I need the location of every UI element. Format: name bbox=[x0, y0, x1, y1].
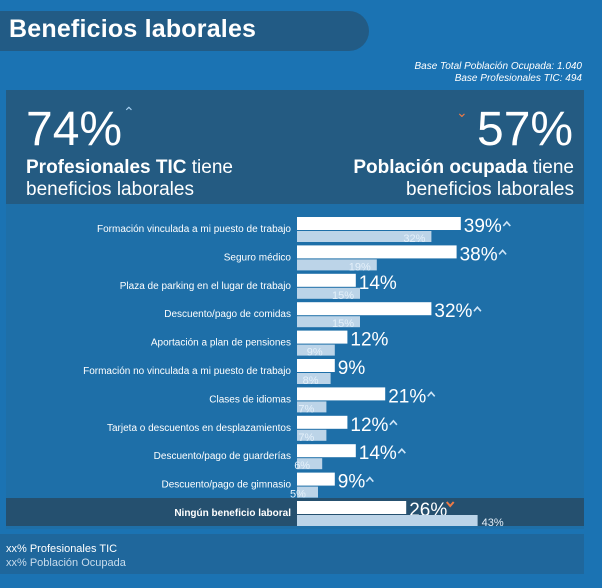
category-label: Tarjeta o descuentos en desplazamientos bbox=[107, 423, 291, 434]
chevron-up-icon bbox=[502, 220, 511, 227]
value-label-population: 8% bbox=[303, 375, 319, 387]
value-label-population: 7% bbox=[298, 432, 314, 444]
population-statement-bold: Población ocupada bbox=[353, 157, 528, 178]
value-label-tic: 38% bbox=[460, 244, 498, 265]
bar-population bbox=[297, 231, 432, 242]
value-label-tic: 14% bbox=[359, 443, 397, 464]
bar-population bbox=[297, 316, 360, 328]
chevron-up-icon bbox=[427, 391, 436, 397]
page-title: Beneficios laborales bbox=[9, 15, 257, 43]
value-label-population: 32% bbox=[403, 233, 425, 245]
bar-tic bbox=[297, 501, 407, 514]
value-label-tic: 9% bbox=[338, 358, 366, 379]
tic-statement-line2: beneficios laborales bbox=[26, 179, 194, 200]
category-label: Clases de idiomas bbox=[209, 394, 291, 405]
bar-tic bbox=[297, 387, 386, 401]
legend-box bbox=[0, 534, 584, 574]
chart-area bbox=[6, 204, 584, 529]
tic-percentage: 74% bbox=[26, 103, 123, 156]
base-note-total: Base Total Población Ocupada: 1.040 bbox=[414, 61, 582, 72]
legend-secondary: xx% Población Ocupada bbox=[6, 557, 126, 569]
bar-population bbox=[297, 344, 335, 356]
bar-population bbox=[297, 486, 318, 498]
category-label: Descuento/pago de guarderías bbox=[154, 451, 291, 462]
chevron-up-icon bbox=[389, 419, 398, 426]
tic-statement: Profesionales TIC tiene beneficios labor… bbox=[26, 157, 233, 201]
chevron-down-icon: ⌄ bbox=[456, 104, 468, 120]
population-percentage: 57% bbox=[477, 103, 574, 156]
value-label-tic: 21% bbox=[388, 386, 426, 407]
value-label-tic: 12% bbox=[350, 330, 388, 351]
bar-tic bbox=[297, 359, 335, 372]
chevron-up-icon bbox=[365, 476, 374, 483]
tic-statement-bold: Profesionales TIC bbox=[26, 157, 187, 178]
header-pill bbox=[0, 11, 369, 51]
value-label-tic: 12% bbox=[350, 415, 388, 436]
value-label-population: 15% bbox=[332, 290, 354, 302]
bar-tic bbox=[297, 330, 348, 344]
legend-primary: xx% Profesionales TIC bbox=[6, 543, 118, 555]
chevron-up-icon bbox=[397, 447, 406, 454]
base-note-tic: Base Profesionales TIC: 494 bbox=[454, 73, 582, 84]
value-label-population: 43% bbox=[482, 517, 504, 529]
bar-population bbox=[297, 373, 331, 384]
value-label-population: 15% bbox=[332, 318, 354, 330]
bar-tic bbox=[297, 302, 432, 316]
value-label-tic: 14% bbox=[359, 273, 397, 294]
category-label: Ningún beneficio laboral bbox=[174, 508, 291, 519]
bar-tic bbox=[297, 415, 348, 429]
bar-tic bbox=[297, 273, 356, 287]
value-label-population: 7% bbox=[298, 403, 314, 415]
bar-population bbox=[297, 259, 377, 271]
bar-population bbox=[297, 458, 323, 470]
category-label: Formación vinculada a mi puesto de traba… bbox=[97, 224, 291, 235]
population-statement-line2: beneficios laborales bbox=[406, 179, 574, 200]
bar-population bbox=[297, 401, 327, 413]
category-label: Formación no vinculada a mi puesto de tr… bbox=[83, 366, 291, 377]
category-label: Descuento/pago de comidas bbox=[164, 309, 291, 320]
population-statement-rest: tiene bbox=[527, 157, 574, 178]
bar-tic bbox=[297, 444, 356, 458]
bar-tic bbox=[297, 472, 335, 486]
summary-panel bbox=[6, 90, 584, 204]
value-label-tic: 9% bbox=[338, 472, 366, 493]
category-label: Seguro médico bbox=[224, 252, 292, 263]
value-label-population: 5% bbox=[290, 489, 306, 501]
bar-population bbox=[297, 287, 360, 299]
bar-population bbox=[297, 515, 478, 526]
no-benefit-row-highlight bbox=[6, 498, 584, 526]
category-label: Plaza de parking en el lugar de trabajo bbox=[120, 281, 292, 292]
category-label: Descuento/pago de gimnasio bbox=[161, 480, 291, 491]
bar-tic bbox=[297, 217, 461, 230]
chevron-up-icon: ⌃ bbox=[123, 104, 135, 120]
chevron-up-icon bbox=[473, 305, 482, 312]
bar-tic bbox=[297, 245, 457, 259]
value-label-tic: 32% bbox=[434, 301, 472, 322]
value-label-population: 9% bbox=[307, 347, 323, 359]
value-label-tic: 39% bbox=[464, 216, 502, 237]
value-label-population: 6% bbox=[294, 460, 310, 472]
bar-population bbox=[297, 429, 327, 441]
chevron-up-icon bbox=[498, 249, 507, 255]
category-label: Aportación a plan de pensiones bbox=[151, 338, 291, 349]
tic-statement-rest: tiene bbox=[186, 157, 233, 178]
population-statement: Población ocupada tiene beneficios labor… bbox=[353, 157, 574, 201]
value-label-population: 19% bbox=[349, 261, 371, 273]
chevron-down-icon bbox=[445, 501, 455, 508]
